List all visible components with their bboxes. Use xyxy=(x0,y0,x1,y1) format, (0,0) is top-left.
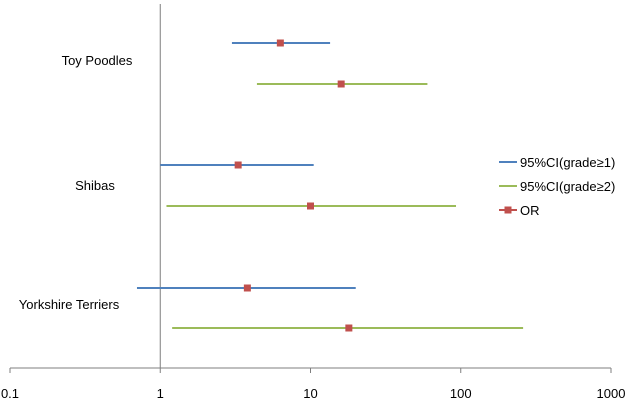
x-tick-label: 1000 xyxy=(597,386,626,400)
legend-label: 95%CI(grade≥2) xyxy=(520,179,615,194)
plot-marks xyxy=(136,39,524,332)
or-marker xyxy=(234,161,242,169)
legend: 95%CI(grade≥1) 95%CI(grade≥2) OR xyxy=(499,155,615,218)
legend-label: OR xyxy=(520,203,540,218)
legend-label: 95%CI(grade≥1) xyxy=(520,155,615,170)
legend-marker xyxy=(504,206,512,214)
or-marker xyxy=(276,39,284,47)
or-marker xyxy=(345,324,353,332)
x-tick-label: 100 xyxy=(450,386,472,400)
x-tick-label: 1 xyxy=(157,386,164,400)
x-axis-ticks: 0.1 1 10 100 1000 xyxy=(1,368,626,400)
category-label: Shibas xyxy=(75,178,115,193)
category-labels: Toy Poodles Shibas Yorkshire Terriers xyxy=(19,53,133,312)
x-tick-label: 0.1 xyxy=(1,386,19,400)
or-marker xyxy=(243,284,251,292)
or-marker xyxy=(337,80,345,88)
category-label: Toy Poodles xyxy=(62,53,133,68)
x-tick-label: 10 xyxy=(303,386,317,400)
or-marker xyxy=(307,202,314,210)
category-label: Yorkshire Terriers xyxy=(19,297,120,312)
